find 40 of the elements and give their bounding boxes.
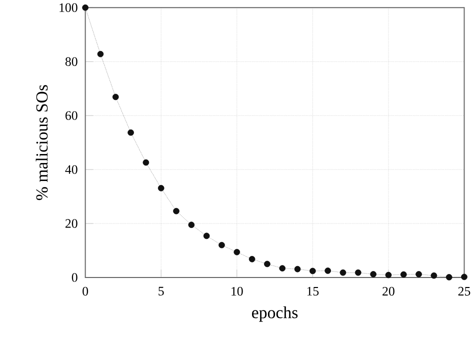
point <box>248 256 256 262</box>
x-tick-label: 5 <box>158 286 164 296</box>
y-tick-label: 20 <box>66 219 78 228</box>
y-tick-label: 0 <box>72 273 78 282</box>
point <box>400 271 407 278</box>
y-tick-label: 100 <box>60 3 78 12</box>
point <box>461 274 468 280</box>
point <box>294 266 301 272</box>
point <box>218 242 225 248</box>
point <box>112 94 119 100</box>
x-tick-label: 20 <box>382 286 394 296</box>
point <box>354 269 362 276</box>
point <box>309 268 316 274</box>
x-tick-label: 0 <box>82 286 88 296</box>
point <box>370 271 376 278</box>
point <box>158 185 164 192</box>
y-tick-label: 60 <box>66 111 78 120</box>
point <box>97 50 104 58</box>
x-tick-label: 25 <box>458 286 470 296</box>
y-tick-label: 40 <box>65 165 78 174</box>
point <box>324 268 332 274</box>
point <box>340 269 346 276</box>
point <box>128 129 134 136</box>
point <box>416 271 422 278</box>
point <box>173 208 180 214</box>
point <box>446 274 452 280</box>
x-axis-title: epochs <box>252 306 298 322</box>
point <box>203 232 210 240</box>
point <box>82 4 88 11</box>
y-tick-label: 80 <box>65 57 78 66</box>
y-axis-title: % malicious SOs <box>36 85 48 200</box>
point <box>385 272 392 278</box>
point <box>279 265 286 272</box>
x-tick-label: 15 <box>307 286 319 296</box>
x-tick-label: 10 <box>232 286 243 296</box>
point <box>142 159 150 166</box>
point <box>430 272 438 279</box>
point <box>264 260 270 268</box>
point <box>188 222 195 228</box>
point <box>234 248 240 256</box>
